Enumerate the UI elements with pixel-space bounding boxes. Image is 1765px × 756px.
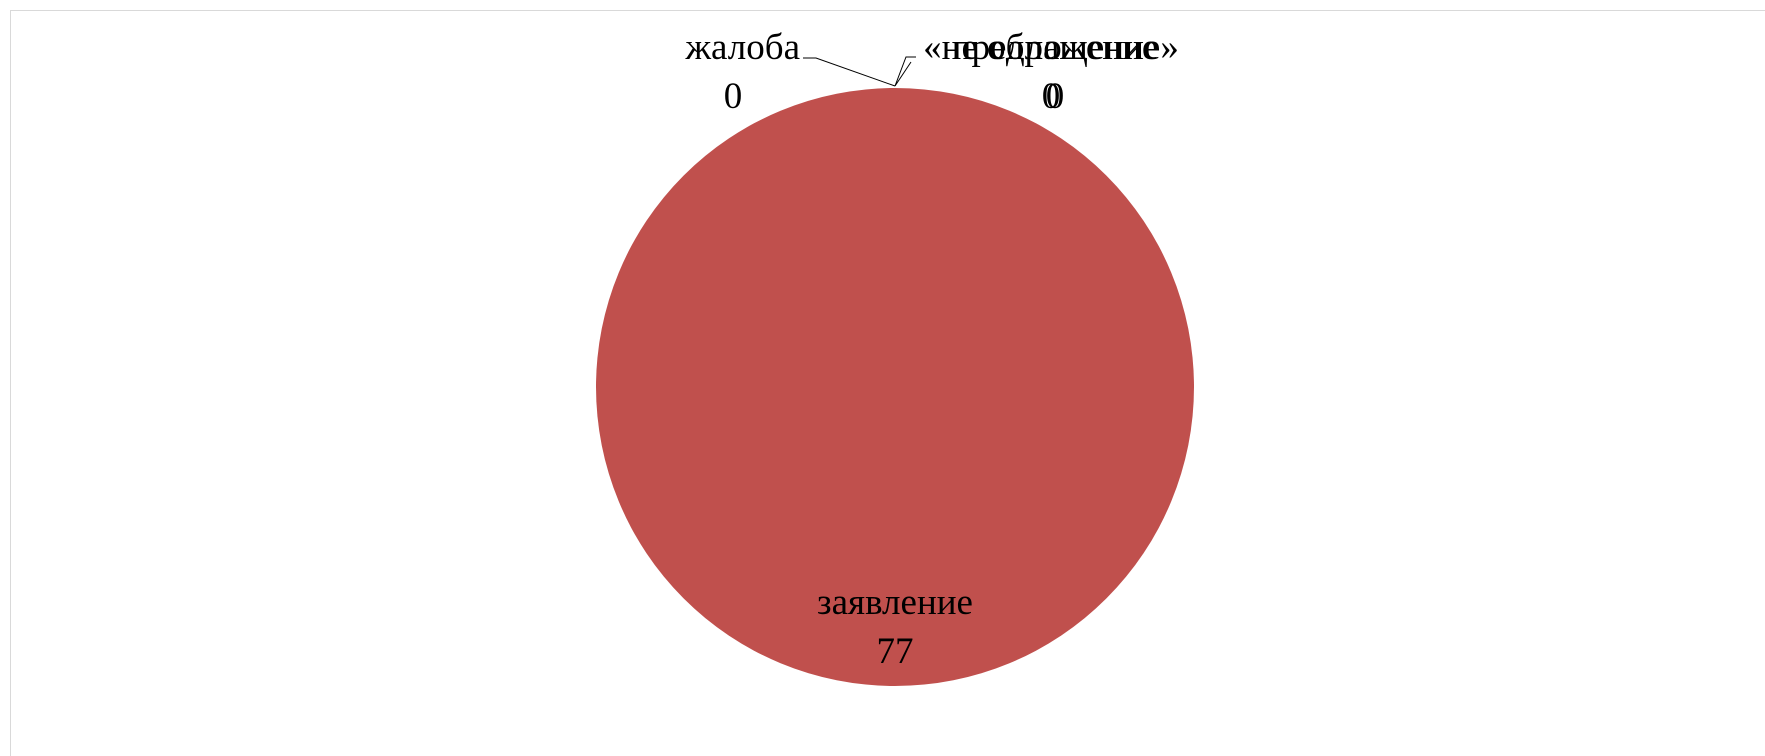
data-label-value-2: 0 xyxy=(1046,76,1065,117)
data-label-category-0: жалоба xyxy=(684,27,800,68)
leader-line-1 xyxy=(894,56,916,87)
data-label-value-1: 0 xyxy=(1042,76,1061,117)
data-label-category-3: заявление xyxy=(817,582,973,623)
slice-3-заявление xyxy=(596,88,1194,686)
data-label-value-0: 0 xyxy=(724,76,743,117)
pie-slices xyxy=(596,88,1194,686)
leader-line-2 xyxy=(894,61,912,87)
data-label-category-2: предложение xyxy=(952,27,1159,68)
leader-lines xyxy=(803,56,916,87)
leader-line-0 xyxy=(803,57,896,87)
data-labels: жалоба 0 «не обращение» 0 предложение 0 заявле… xyxy=(684,27,1178,672)
data-label-value-3: 77 xyxy=(877,631,914,672)
data-label-category-1: «не обращение» xyxy=(923,27,1179,68)
